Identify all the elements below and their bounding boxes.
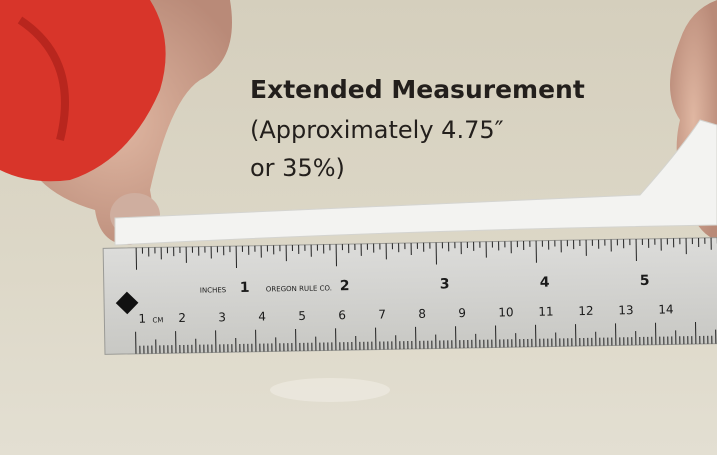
- overlay-line: (Approximately 4.75″: [250, 116, 504, 144]
- cm-label: 13: [618, 303, 634, 317]
- page: INCHESOREGON RULE CO.12345CM123456789101…: [0, 0, 717, 455]
- cm-label: 7: [378, 307, 386, 321]
- cm-label: 2: [178, 311, 186, 325]
- cm-label: 1: [138, 312, 146, 326]
- cm-label: 10: [498, 305, 514, 319]
- inch-label: 5: [640, 273, 650, 289]
- inch-caption: INCHES: [200, 286, 227, 294]
- photo: INCHESOREGON RULE CO.12345CM123456789101…: [0, 0, 717, 455]
- cm-label: 4: [258, 310, 266, 324]
- inch-label: 1: [240, 280, 250, 296]
- cm-label: 11: [538, 304, 554, 318]
- reflection: [270, 378, 390, 402]
- cm-label: 3: [218, 310, 226, 324]
- overlay-line: or 35%): [250, 154, 345, 182]
- cm-label: 5: [298, 309, 306, 323]
- maker-name: OREGON RULE CO.: [266, 284, 332, 293]
- cm-label: 9: [458, 306, 466, 320]
- ruler-body: [103, 238, 717, 355]
- overlay-title: Extended Measurement: [250, 75, 585, 104]
- cm-label: 14: [658, 302, 674, 316]
- inch-label: 3: [440, 276, 450, 292]
- cm-label: 6: [338, 308, 346, 322]
- cm-caption: CM: [152, 316, 163, 324]
- cm-label: 12: [578, 304, 594, 318]
- cm-label: 8: [418, 307, 426, 321]
- inch-label: 2: [340, 278, 350, 294]
- inch-label: 4: [540, 275, 550, 291]
